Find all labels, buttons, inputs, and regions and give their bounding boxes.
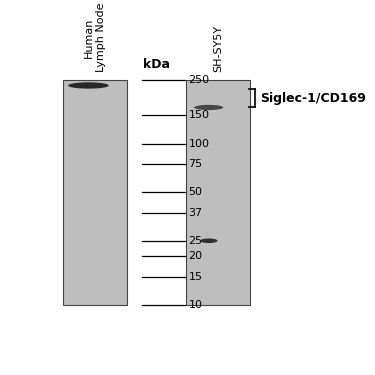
Text: 37: 37 [188,209,202,218]
Bar [186,80,250,305]
Ellipse shape [68,82,109,88]
Ellipse shape [200,238,217,243]
Text: 25: 25 [188,236,202,246]
Text: kDa: kDa [143,58,170,71]
Text: Siglec-1/CD169: Siglec-1/CD169 [260,92,366,105]
Bar [63,80,127,305]
Text: 50: 50 [188,187,202,197]
Text: 100: 100 [188,139,209,149]
Text: 10: 10 [188,300,202,310]
Text: 20: 20 [188,251,202,261]
Text: SH-SY5Y: SH-SY5Y [213,25,223,72]
Text: 15: 15 [188,272,202,282]
Text: 150: 150 [188,110,209,120]
Ellipse shape [194,105,223,110]
Text: Human
Lymph Node: Human Lymph Node [84,3,106,72]
Text: 75: 75 [188,159,202,169]
Text: 250: 250 [188,75,210,85]
